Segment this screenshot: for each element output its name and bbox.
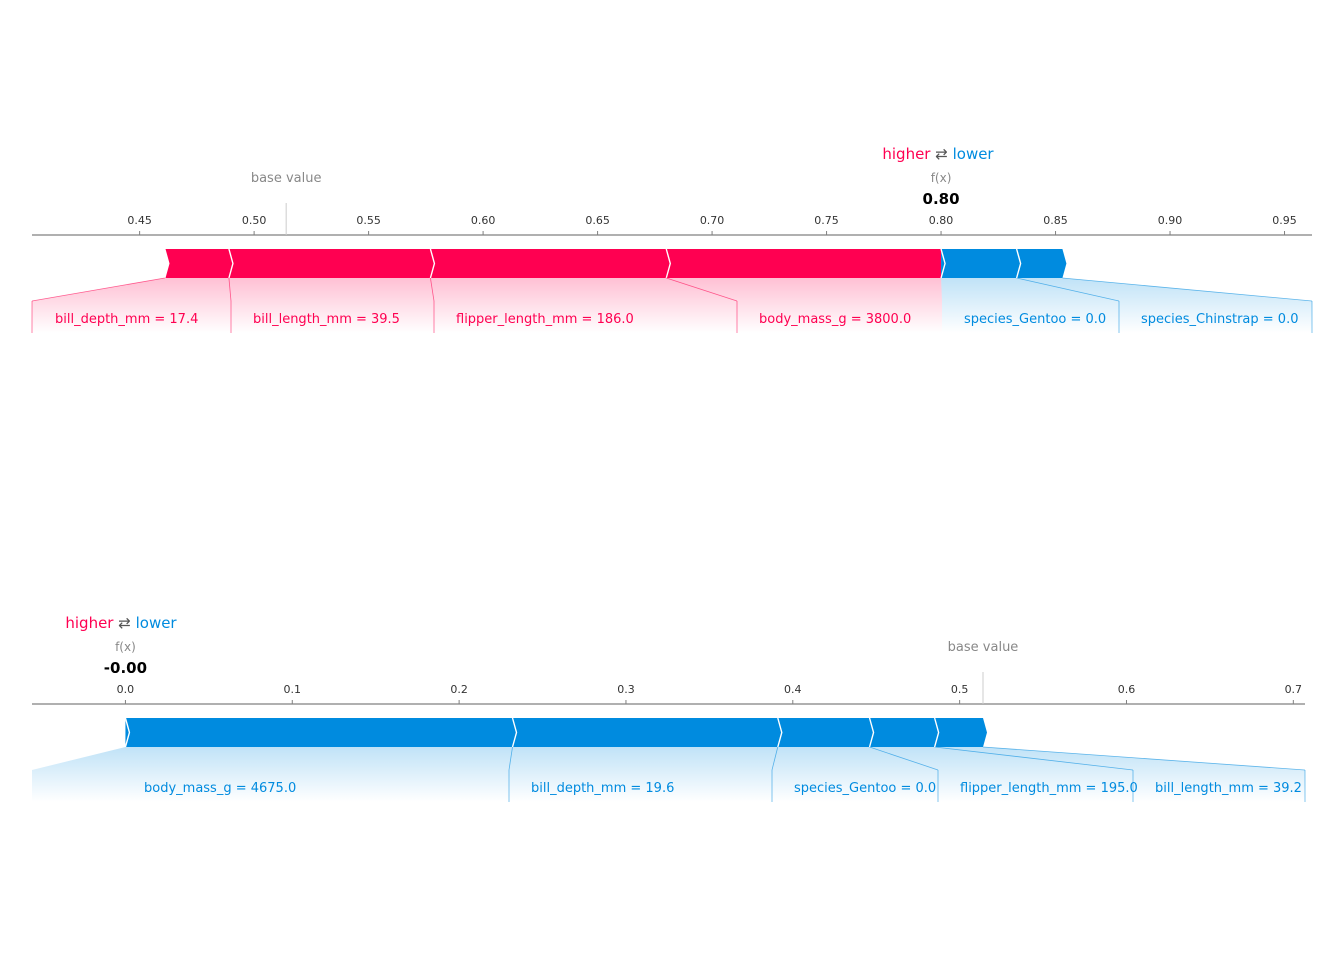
fx-value: 0.80 xyxy=(923,190,960,208)
segment-separator xyxy=(164,248,170,279)
label-fan xyxy=(430,278,737,333)
x-tick-label: 0.0 xyxy=(117,683,135,696)
x-tick-label: 0.95 xyxy=(1272,214,1297,227)
legend-arrows-icon: ⇄ xyxy=(118,614,135,632)
fx-value: -0.00 xyxy=(104,659,147,677)
label-fan xyxy=(509,747,778,802)
segment-separator xyxy=(1015,248,1022,279)
x-tick-label: 0.85 xyxy=(1043,214,1068,227)
label-fan xyxy=(1016,278,1312,333)
feature-label: species_Gentoo = 0.0 xyxy=(964,312,1106,327)
segment-separator xyxy=(228,248,234,279)
x-tick-label: 0.50 xyxy=(242,214,267,227)
x-tick-label: 0.6 xyxy=(1118,683,1136,696)
legend-higher: higher xyxy=(882,145,935,163)
feature-label: body_mass_g = 4675.0 xyxy=(144,781,296,796)
legend-higher: higher xyxy=(65,614,118,632)
x-tick-label: 0.80 xyxy=(929,214,954,227)
legend: higher ⇄ lower xyxy=(65,614,177,632)
force-bar-segment xyxy=(125,718,517,747)
label-fan xyxy=(869,747,1133,802)
force-bar-segment xyxy=(869,718,939,747)
feature-label: species_Gentoo = 0.0 xyxy=(794,781,936,796)
x-tick-label: 0.65 xyxy=(585,214,610,227)
force-bar-segment xyxy=(512,718,782,747)
force-bar-segment xyxy=(777,718,874,747)
x-tick-label: 0.45 xyxy=(127,214,152,227)
x-tick-label: 0.1 xyxy=(284,683,302,696)
force-plot-1: 0.45 0.50 0.55 0.60 0.65 0.70 0.75 0.80 0.85 0.90… xyxy=(31,145,1313,333)
label-fan xyxy=(941,278,1119,333)
base-value-label: base value xyxy=(948,640,1019,655)
x-tick-label: 0.5 xyxy=(951,683,969,696)
fx-label: f(x) xyxy=(931,171,952,185)
x-tick-label: 0.7 xyxy=(1285,683,1303,696)
legend: higher ⇄ lower xyxy=(882,145,994,163)
legend-arrows-icon: ⇄ xyxy=(935,145,952,163)
label-fan xyxy=(934,747,1305,802)
feature-label: body_mass_g = 3800.0 xyxy=(759,312,911,327)
label-fan-edge xyxy=(666,277,738,302)
segment-separator xyxy=(868,717,875,748)
legend-lower: lower xyxy=(953,145,995,163)
force-plot-2: 0.0 0.1 0.2 0.3 0.4 0.5 0.6 0.7 base value f(x) -0… xyxy=(32,614,1306,802)
label-fan xyxy=(228,278,434,333)
force-bar-segment xyxy=(228,249,435,278)
force-bar-segment xyxy=(666,249,942,278)
segment-separator xyxy=(940,248,946,279)
feature-label: bill_length_mm = 39.2 xyxy=(1155,781,1302,796)
segment-separator xyxy=(124,717,131,748)
x-tick-label: 0.70 xyxy=(700,214,725,227)
force-bar-segment xyxy=(934,718,987,747)
segment-separator xyxy=(933,717,940,748)
segment-separator xyxy=(511,717,518,748)
label-fan-edge xyxy=(1062,277,1313,302)
segment-separator xyxy=(665,248,672,279)
label-fan xyxy=(32,747,513,802)
force-bar-segment xyxy=(164,249,233,278)
label-fan-edge xyxy=(982,746,1306,771)
x-tick-label: 0.3 xyxy=(617,683,635,696)
feature-label: species_Chinstrap = 0.0 xyxy=(1141,312,1299,327)
x-tick-label: 0.2 xyxy=(450,683,468,696)
feature-label: bill_length_mm = 39.5 xyxy=(253,312,400,327)
x-tick-label: 0.55 xyxy=(356,214,381,227)
force-bar-segment xyxy=(1016,249,1067,278)
label-fan-edge xyxy=(31,277,165,302)
label-fan xyxy=(666,278,942,333)
force-bar-segment xyxy=(430,249,671,278)
force-bar-segment xyxy=(941,249,1021,278)
segment-separator xyxy=(429,248,436,279)
feature-label: bill_depth_mm = 19.6 xyxy=(531,781,674,796)
x-tick-label: 0.90 xyxy=(1158,214,1183,227)
feature-label: bill_depth_mm = 17.4 xyxy=(55,312,198,327)
label-fan-edge xyxy=(228,277,232,302)
fx-label: f(x) xyxy=(115,640,136,654)
feature-label: flipper_length_mm = 195.0 xyxy=(960,781,1138,796)
base-value-label: base value xyxy=(251,171,322,186)
x-tick-label: 0.60 xyxy=(471,214,496,227)
label-fan-edge xyxy=(430,277,435,302)
label-fan xyxy=(772,747,938,802)
legend-lower: lower xyxy=(136,614,178,632)
x-tick-label: 0.4 xyxy=(784,683,802,696)
feature-label: flipper_length_mm = 186.0 xyxy=(456,312,634,327)
label-fan xyxy=(32,278,231,333)
segment-separator xyxy=(777,717,783,748)
x-tick-label: 0.75 xyxy=(814,214,839,227)
